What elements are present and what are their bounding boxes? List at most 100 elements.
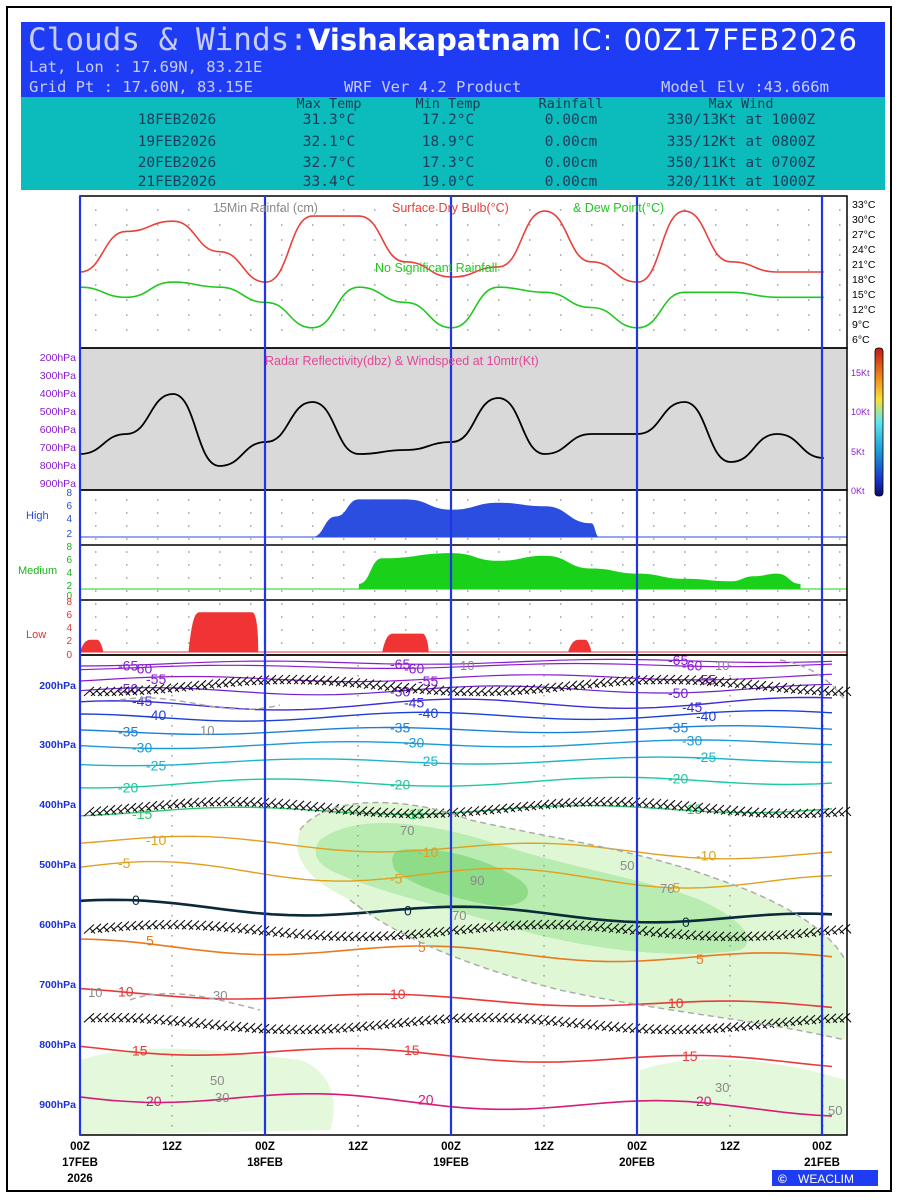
isotherm-label: -40 [146, 707, 166, 723]
page-title: Clouds & Winds:Vishakapatnam [28, 22, 561, 58]
isotherm-label: -30 [404, 734, 424, 750]
rh-contour [349, 899, 846, 1041]
row-max-wind: 320/11Kt at 1000Z [666, 174, 816, 190]
isotherm-line [79, 987, 833, 1009]
wind-barb-rows [83, 674, 852, 1035]
cloud-tick: 4 [66, 623, 72, 634]
high-cloud-area [312, 499, 600, 537]
isotherm-label: 15 [132, 1042, 148, 1058]
isotherm-label: -65 [118, 658, 138, 674]
xtick-label: 00Z [627, 1141, 647, 1153]
isotherm-line [79, 835, 833, 860]
isotherm-line [79, 804, 833, 817]
low-cloud-area [568, 639, 592, 652]
cloud-cover-panels [80, 499, 847, 653]
cloud-tick: 8 [66, 542, 72, 553]
legend-rainfall: 15Min Rainfal (cm) [213, 201, 318, 215]
xtick-label: 12Z [720, 1141, 740, 1153]
isotherm-line [79, 696, 833, 711]
cloud-tick: 8 [66, 488, 72, 499]
xtick-label: 12Z [162, 1141, 182, 1153]
date-label: 18FEB [247, 1157, 283, 1169]
row-max-temp: 32.7°C [302, 155, 356, 171]
rh-contour [119, 697, 281, 710]
cloud-tick: 4 [66, 568, 72, 579]
isotherm-line [79, 673, 833, 683]
rh-label: 30 [215, 1090, 229, 1105]
pressure-label: 900hPa [39, 1099, 76, 1111]
radar-title: Radar Reflectivity(dbz) & Windspeed at 1… [265, 354, 539, 368]
brand-badge [772, 1170, 878, 1186]
date-label: 19FEB [433, 1157, 469, 1169]
rh-label: 70 [452, 908, 466, 923]
rh-label: 10 [200, 723, 214, 738]
isotherm-label: -25 [146, 758, 166, 774]
isotherm-label: -10 [146, 832, 166, 848]
rh-band-low [640, 1059, 845, 1135]
pressure-label: 300hPa [40, 370, 76, 382]
ytick-label: 24°C [852, 244, 876, 256]
isotherm-label: -5 [390, 870, 403, 886]
header-max-temp: Max Temp [296, 96, 362, 112]
isotherm-label: -20 [390, 777, 410, 793]
ytick-label: 15°C [852, 289, 876, 301]
isotherm-line [79, 1093, 833, 1117]
product-label: WRF Ver 4.2 Product [344, 78, 522, 96]
ytick-label: 21°C [852, 259, 876, 271]
pressure-label: 900hPa [40, 478, 76, 490]
isotherm-label: 15 [682, 1048, 698, 1064]
isotherm-label: -30 [132, 739, 152, 755]
isotherm-label: -20 [668, 771, 688, 787]
wind-label: 5Kt [851, 447, 865, 457]
rh-label: 30 [715, 1080, 729, 1095]
wind-barbs [83, 674, 852, 1035]
xtick-label: 00Z [70, 1141, 90, 1153]
row-max-wind: 350/11Kt at 0700Z [666, 155, 816, 171]
pressure-label: 200hPa [40, 352, 76, 364]
date-label: 20FEB [619, 1157, 655, 1169]
isotherm-line [79, 658, 833, 667]
year-label: 2026 [67, 1173, 93, 1185]
x-axis: 00Z 12Z 00Z 12Z 00Z 12Z 00Z 12Z 00Z 17FE… [62, 1141, 840, 1185]
brand-name: WEACLIM [798, 1172, 854, 1186]
ytick-label: 18°C [852, 274, 876, 286]
xtick-label: 12Z [534, 1141, 554, 1153]
city-name: Vishakapatnam [307, 23, 561, 57]
isotherm-label: -10 [418, 844, 438, 860]
row-max-temp: 33.4°C [302, 174, 356, 190]
rh-label: 30 [213, 988, 227, 1003]
cloud-tick: 2 [66, 636, 72, 647]
row-min-temp: 18.9°C [421, 134, 475, 150]
isotherm-label: -20 [118, 780, 138, 796]
isotherm-label: -25 [696, 749, 716, 765]
pressure-label: 700hPa [40, 442, 76, 454]
rh-label: 70 [400, 823, 414, 838]
ytick-label: 33°C [852, 199, 876, 211]
humidity-contours [119, 659, 846, 1041]
isotherm-label: 5 [696, 951, 704, 967]
ytick-label: 30°C [852, 214, 876, 226]
ytick-label: 27°C [852, 229, 876, 241]
humidity-labels: 10 10 30 90 70 70 50 70 50 30 30 50 10 1… [88, 658, 842, 1118]
cloud-tick: 0 [66, 591, 72, 602]
header-min-temp: Min Temp [415, 96, 481, 112]
low-cloud-area [80, 639, 104, 652]
isotherm-label: 0 [132, 892, 140, 908]
date-label: 21FEB [804, 1157, 840, 1169]
isotherm-label: 20 [696, 1093, 712, 1109]
row-max-temp: 31.3°C [302, 112, 356, 128]
rh-band-low [80, 1048, 334, 1135]
xtick-label: 00Z [255, 1141, 275, 1153]
pressure-label: 800hPa [39, 1039, 76, 1051]
isotherm-label: 20 [146, 1093, 162, 1109]
wind-label: 0Kt [851, 486, 865, 496]
isotherm-line [79, 756, 833, 767]
xtick-label: 12Z [348, 1141, 368, 1153]
pressure-label: 800hPa [40, 460, 76, 472]
cloud-tick: 2 [66, 581, 72, 592]
isotherm-line [79, 662, 833, 671]
isotherm-line [79, 860, 833, 889]
isotherm-label: -50 [668, 685, 688, 701]
isotherm-line [79, 683, 833, 696]
